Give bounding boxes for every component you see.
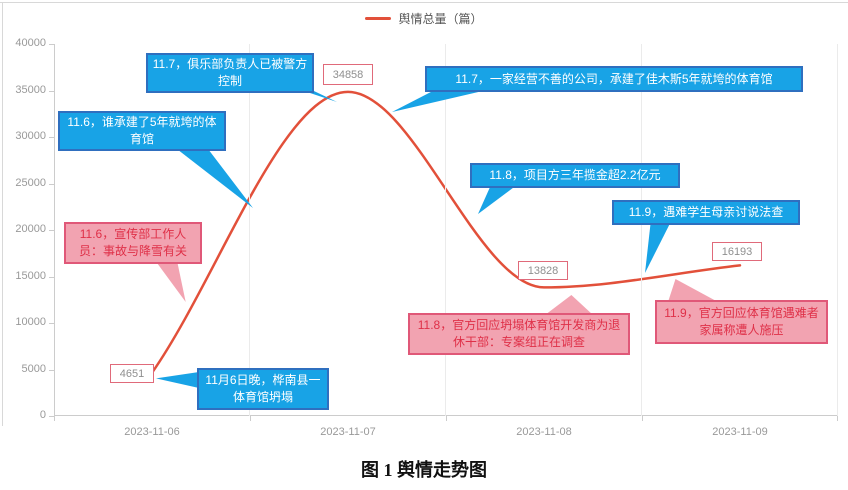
callout-poor-company-built: 11.7，一家经营不善的公司，承建了佳木斯5年就垮的体育馆 [425,66,803,92]
y-axis-tick [49,44,54,45]
data-label-11-08: 13828 [518,261,568,280]
data-label-11-07: 34858 [323,64,373,85]
legend-line-marker [365,17,392,20]
y-axis-tick [49,230,54,231]
x-axis-tick-label: 2023-11-08 [516,426,572,438]
figure-caption: 图 1 舆情走势图 [361,460,487,480]
callout-family-pressured: 11.9，官方回应体育馆遇难者家属称遭人施压 [655,300,828,344]
callout-developer-retired-cadre: 11.8，官方回应坍塌体育馆开发商为退休干部：专案组正在调查 [408,313,630,355]
y-axis-tick-label: 35000 [15,83,46,96]
x-axis-tick [642,416,643,421]
y-axis-tick-label: 25000 [15,176,46,189]
y-axis-tick [49,369,54,371]
y-axis-tick-label: 30000 [15,130,46,142]
y-axis-tick [49,276,54,278]
x-axis-tick [837,416,838,421]
x-axis-tick-label: 2023-11-07 [320,426,376,438]
data-label-11-06: 4651 [110,364,154,383]
vertical-gridline [641,44,642,416]
y-axis-tick-label: 15000 [15,269,46,282]
y-axis-tick [49,416,54,417]
y-axis-tick [49,183,54,185]
figure-border-left [2,2,3,426]
chart-legend: 舆情总量（篇） [0,10,848,27]
y-axis-line [54,44,55,416]
y-axis-tick [49,323,54,324]
vertical-gridline [249,44,250,416]
callout-mother-seeks-justice: 11.9，遇难学生母亲讨说法查 [612,200,800,225]
y-axis-tick [49,90,54,92]
y-axis-tick-label: 40000 [15,37,46,49]
x-axis-tick [446,416,447,421]
vertical-gridline [837,44,838,416]
callout-project-funds: 11.8，项目方三年揽金超2.2亿元 [470,163,680,188]
callout-club-owner-detained: 11.7，俱乐部负责人已被警方控制 [146,53,314,93]
data-label-11-09: 16193 [712,242,762,261]
y-axis-tick-label: 20000 [15,223,46,235]
callout-stadium-collapse-event: 11月6日晚，桦南县一体育馆坍塌 [197,368,329,410]
x-axis-tick [54,416,55,421]
trend-line-path [150,90,742,374]
x-axis-tick [250,416,251,421]
y-axis-tick [49,137,54,138]
callout-propaganda-snow: 11.6，宣传部工作人员：事故与降雪有关 [64,222,202,264]
plot-area [49,44,838,421]
callout-who-built-stadium: 11.6，谁承建了5年就垮的体育馆 [58,111,226,151]
y-axis-tick-label: 0 [39,409,46,421]
vertical-gridline [445,44,446,416]
y-axis-tick-label: 10000 [15,316,46,328]
x-axis-tick-label: 2023-11-06 [124,426,180,438]
x-axis-line [54,415,838,416]
x-axis-tick-label: 2023-11-09 [712,426,768,438]
y-axis-tick-label: 5000 [21,362,46,375]
legend-series-label: 舆情总量（篇） [398,12,483,26]
figure-border-top [0,2,848,3]
trend-line-chart [150,90,742,374]
